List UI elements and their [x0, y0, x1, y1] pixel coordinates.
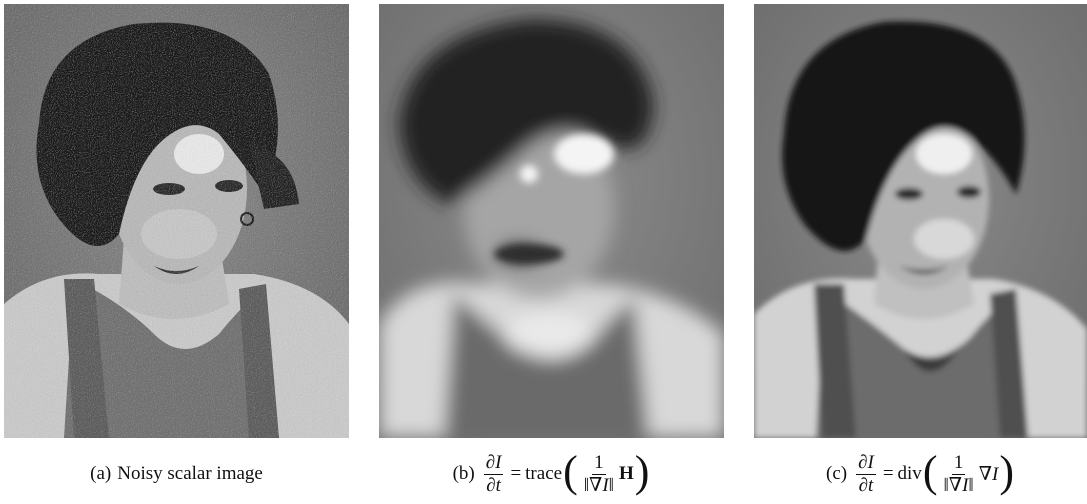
caption-b-right-paren: ) [634, 447, 650, 496]
caption-b-label: (b) [452, 463, 475, 484]
caption-b-lhs-denominator: ∂t [486, 474, 501, 496]
caption-b-equals: = [510, 463, 522, 484]
caption-c-equation: (c) ∂I ∂t = div ( 1 ‖∇I‖ ∇I ) [826, 447, 1015, 496]
caption-a: (a) Noisy scalar image [4, 446, 349, 502]
caption-b-inner-denominator: ‖∇I‖ [583, 474, 614, 496]
caption-c-equals: = [882, 463, 894, 484]
caption-c-label: (c) [826, 463, 848, 484]
caption-c: (c) ∂I ∂t = div ( 1 ‖∇I‖ ∇I ) [754, 446, 1087, 502]
caption-c-operator: div [897, 463, 922, 484]
caption-a-label: (a) [90, 463, 112, 484]
noisy-image-panel [4, 4, 349, 438]
trace-diffusion-image [379, 4, 724, 438]
caption-b-operator: trace [525, 463, 563, 484]
caption-a-text: Noisy scalar image [117, 463, 263, 484]
caption-c-lhs-fraction: ∂I ∂t [856, 451, 876, 496]
divergence-diffusion-panel [754, 4, 1087, 438]
caption-c-left-paren: ( [922, 447, 938, 496]
caption-b-lhs-fraction: ∂I ∂t [483, 451, 504, 496]
caption-c-inner-numerator: 1 [951, 451, 966, 475]
noisy-portrait-image [4, 4, 349, 438]
caption-c-right-paren: ) [999, 447, 1014, 496]
caption-b-inner-numerator: 1 [592, 451, 606, 475]
caption-c-lhs-numerator: ∂I [856, 451, 876, 475]
caption-b-equation: (b) ∂I ∂t = trace ( 1 ‖∇I‖ H ) [452, 447, 651, 496]
caption-c-lhs-denominator: ∂t [858, 474, 874, 496]
caption-b-hessian: H [618, 463, 634, 484]
caption-b-lhs-numerator: ∂I [483, 451, 504, 475]
caption-c-gradient: ∇I [978, 463, 999, 485]
caption-b: (b) ∂I ∂t = trace ( 1 ‖∇I‖ H ) [379, 446, 724, 502]
caption-c-inner-denominator: ‖∇I‖ [943, 474, 974, 496]
trace-diffusion-panel [379, 4, 724, 438]
divergence-diffusion-image [754, 4, 1087, 438]
caption-c-inner-fraction: 1 ‖∇I‖ [941, 451, 975, 496]
caption-b-inner-fraction: 1 ‖∇I‖ [582, 451, 616, 496]
caption-b-left-paren: ( [563, 447, 578, 496]
